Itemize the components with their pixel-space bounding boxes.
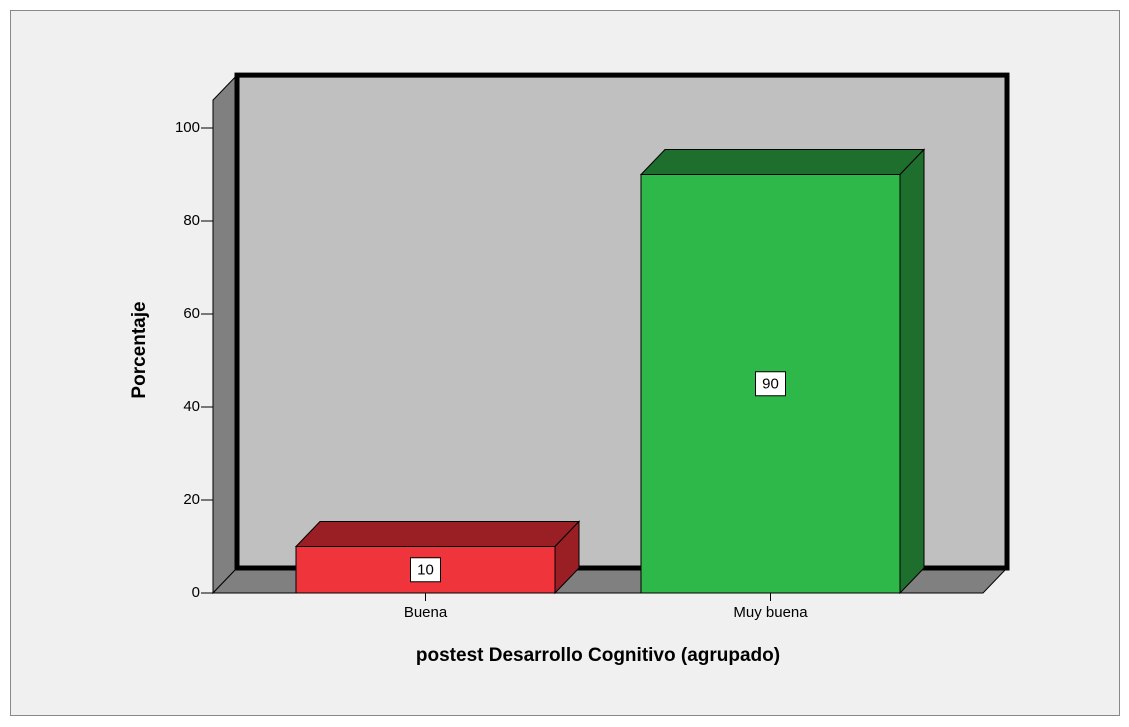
bar-top bbox=[639, 149, 926, 175]
y-tick-label: 40 bbox=[183, 398, 200, 415]
x-axis-label: postest Desarrollo Cognitivo (agrupado) bbox=[416, 645, 780, 666]
plot-area: 0 20 40 60 80 100 Buena 10 Muy buena 90 bbox=[175, 72, 1010, 621]
left-wall bbox=[212, 73, 238, 595]
y-tick-label: 100 bbox=[175, 119, 200, 136]
value-label: 10 bbox=[417, 562, 434, 579]
x-tick-label: Muy buena bbox=[733, 604, 808, 621]
value-label-box bbox=[755, 371, 786, 397]
value-label-box bbox=[410, 557, 441, 583]
y-tick-label: 80 bbox=[183, 212, 200, 229]
value-label: 90 bbox=[762, 376, 779, 393]
y-tick-label: 0 bbox=[192, 584, 200, 601]
bar bbox=[639, 148, 926, 595]
y-tick-label: 60 bbox=[183, 305, 200, 322]
bar-top bbox=[294, 521, 581, 547]
y-axis-label: Porcentaje bbox=[129, 301, 150, 398]
x-tick-label: Buena bbox=[404, 604, 448, 621]
y-tick-label: 20 bbox=[183, 491, 200, 508]
bar-side bbox=[899, 148, 925, 595]
